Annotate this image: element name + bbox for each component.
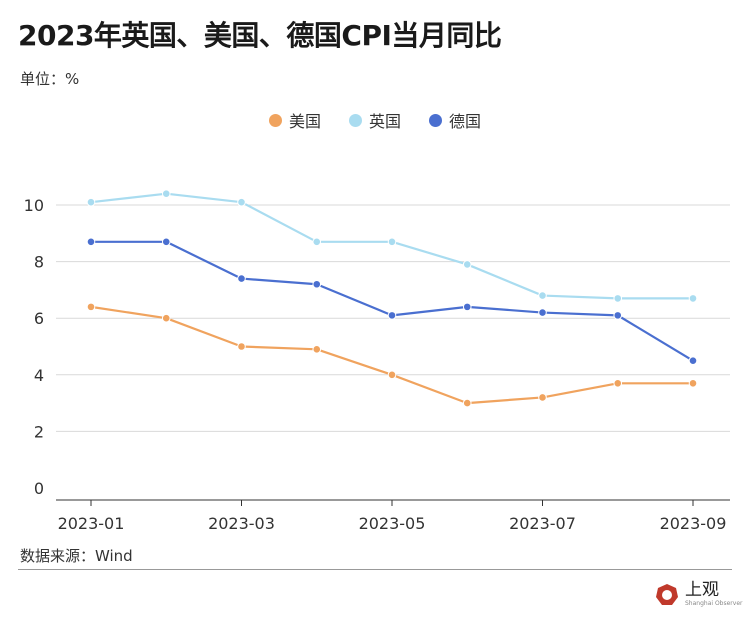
series-point-1-8	[688, 294, 698, 303]
series-point-1-3	[312, 237, 322, 247]
legend-label-1: 英国	[368, 112, 401, 131]
y-tick-label-4: 4	[34, 366, 44, 385]
x-tick-label-2023-03: 2023-03	[208, 514, 275, 533]
series-point-1-2	[237, 197, 246, 207]
series-point-2-6	[538, 308, 547, 317]
series-line-2	[91, 240, 694, 362]
series-point-0-3	[312, 345, 322, 354]
series-point-2-0	[86, 237, 96, 247]
series-point-0-0	[86, 302, 96, 312]
series-point-1-1	[161, 189, 171, 198]
series-point-2-4	[387, 311, 397, 320]
series-point-2-8	[688, 356, 698, 365]
series-point-0-5	[462, 398, 472, 408]
series-point-2-3	[312, 279, 322, 289]
line-chart: 0 2 4 6 8 10 2023-01 2023-03 2023-05 2023-07 2023-…	[24, 189, 730, 533]
series-point-1-7	[613, 294, 623, 303]
x-tick-label-2023-07: 2023-07	[509, 514, 576, 533]
legend-label-0: 美国	[288, 112, 321, 131]
series-point-2-1	[161, 237, 171, 247]
series-point-0-6	[538, 393, 547, 402]
logo-text: 上观	[685, 580, 719, 600]
series-point-0-2	[237, 342, 246, 351]
legend: 美国 英国 德国	[0, 108, 750, 132]
series-point-1-4	[387, 237, 397, 247]
series-line-0	[90, 305, 693, 405]
y-tick-label-8: 8	[34, 253, 44, 272]
legend-item-2: 德国	[429, 108, 481, 132]
x-tick-label-2023-01: 2023-01	[58, 514, 125, 533]
chart-title: 2023年英国、美国、德国CPI当月同比	[18, 19, 502, 52]
series-point-1-0	[86, 197, 96, 207]
legend-label-2: 德国	[449, 112, 482, 131]
logo-subtext: Shanghai Observer	[685, 600, 743, 607]
y-tick-label-2: 2	[34, 422, 44, 441]
series-point-0-8	[688, 378, 698, 388]
source-label: 数据来源：Wind	[20, 547, 133, 565]
series-point-1-5	[462, 260, 472, 269]
series-point-0-7	[613, 378, 623, 388]
legend-dot-1	[348, 113, 362, 127]
y-tick-label-10: 10	[24, 196, 44, 215]
logo: 上观 Shanghai Observer	[655, 582, 742, 607]
unit-label: 单位：%	[20, 70, 80, 88]
logo-mark-icon	[656, 583, 678, 605]
series-point-0-4	[387, 370, 397, 380]
y-tick-label-0: 0	[34, 479, 44, 498]
y-tick-label-6: 6	[34, 309, 44, 328]
series-point-2-2	[237, 274, 246, 283]
series-point-1-6	[538, 291, 547, 300]
series-point-2-5	[462, 302, 472, 312]
legend-dot-2	[429, 113, 442, 127]
divider	[18, 569, 732, 570]
legend-dot-0	[268, 113, 282, 127]
legend-item-0: 美国	[268, 108, 321, 132]
legend-item-1: 英国	[348, 108, 401, 132]
series-point-2-7	[613, 311, 623, 320]
series-point-0-1	[161, 313, 171, 323]
x-tick-label-2023-05: 2023-05	[359, 514, 426, 533]
x-tick-label-2023-09: 2023-09	[660, 514, 727, 533]
